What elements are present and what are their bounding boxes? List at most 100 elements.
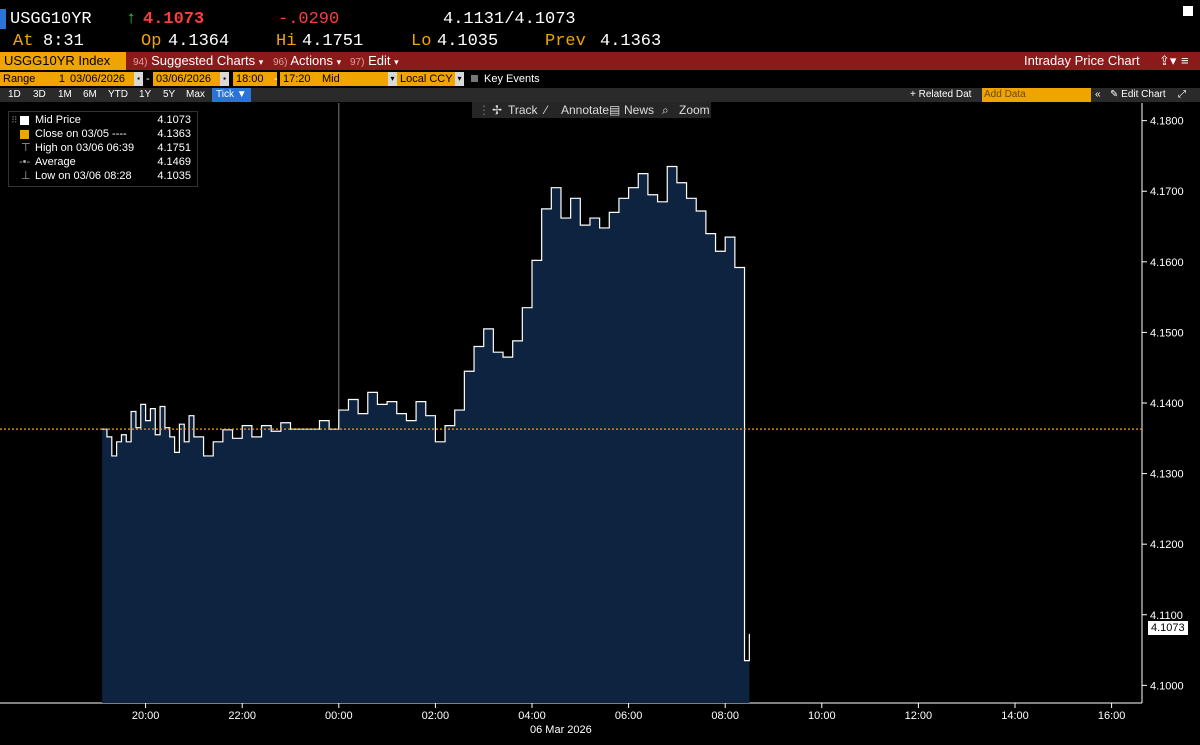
track-icon: ✢ [492, 103, 503, 117]
drag-handle-icon: ⠿ [11, 115, 18, 125]
period-6m[interactable]: 6M [83, 89, 97, 100]
actions-menu[interactable]: 96) Actions ▾ [273, 53, 342, 68]
period-1y[interactable]: 1Y [139, 89, 152, 100]
caret-down-icon: ▾ [258, 57, 264, 67]
track-button[interactable]: Track [508, 103, 538, 117]
legend-item-low[interactable]: ⊥ Low on 03/06 08:28 4.1035 [21, 170, 191, 182]
zoom-icon: ⌕ [662, 103, 669, 117]
low-label: Lo [411, 32, 432, 51]
y-tick-label: 4.1600 [1150, 257, 1184, 269]
chart-toolbar: ⋮⋮ ✢ Track ⁄ Annotate ▤ News ⌕ Zoom [472, 102, 711, 118]
legend-item-mid-price[interactable]: ⠿ Mid Price 4.1073 [11, 114, 191, 126]
end-time-field[interactable]: 17:20 [280, 72, 320, 86]
average-marker-icon: -•- [19, 156, 31, 168]
edit-chart-button[interactable]: ✎ Edit Chart [1110, 89, 1166, 100]
start-date-field[interactable]: 03/06/2026 [67, 72, 137, 86]
mid-price-area [102, 166, 750, 703]
news-icon: ▤ [609, 103, 621, 117]
date-separator: - [146, 73, 150, 85]
period-1m[interactable]: 1M [58, 89, 72, 100]
chevron-down-icon[interactable]: ▾ [388, 72, 397, 86]
x-tick-label: 08:00 [711, 710, 739, 722]
x-tick-label: 04:00 [518, 710, 546, 722]
caret-down-icon: ▾ [336, 57, 342, 67]
x-tick-label: 10:00 [808, 710, 836, 722]
y-tick-label: 4.1500 [1150, 327, 1184, 339]
pricing-select[interactable]: Mid [319, 72, 393, 86]
calendar-icon[interactable]: ▪ [134, 72, 143, 86]
collapse-icon[interactable]: « [1095, 89, 1101, 100]
news-button[interactable]: News [624, 103, 655, 117]
high-label: Hi [276, 32, 297, 51]
white-square-icon [20, 116, 29, 125]
related-data-button[interactable]: + Related Dat [910, 89, 972, 100]
period-bar: 1D 3D 1M 6M YTD 1Y 5Y Max Tick ▼ + Relat… [0, 88, 1200, 102]
period-3d[interactable]: 3D [33, 89, 46, 100]
share-icon[interactable]: ⇪▾ [1159, 53, 1177, 68]
chevron-down-icon[interactable]: ▾ [455, 72, 464, 86]
x-tick-label: 14:00 [1001, 710, 1029, 722]
up-arrow-icon: ↑ [126, 10, 137, 29]
high-value: 4.1751 [302, 32, 364, 51]
annotate-button[interactable]: Annotate [561, 103, 610, 117]
x-tick-label: 16:00 [1098, 710, 1126, 722]
ticker-label[interactable]: USGG10YR [10, 10, 92, 29]
menu-icon[interactable]: ≡ [1181, 53, 1189, 68]
function-bar: USGG10YR Index 94) Suggested Charts ▾ 96… [0, 52, 1200, 70]
suggested-charts-menu[interactable]: 94) Suggested Charts ▾ [133, 53, 264, 68]
function-title: Intraday Price Chart [1024, 53, 1140, 68]
zoom-button[interactable]: Zoom [679, 103, 710, 117]
caret-down-icon: ▾ [394, 57, 399, 67]
y-tick-label: 4.1100 [1150, 610, 1183, 622]
period-tick-selected[interactable]: Tick ▼ [212, 88, 251, 102]
period-max[interactable]: Max [186, 89, 205, 100]
x-tick-label: 02:00 [422, 710, 450, 722]
x-tick-label: 22:00 [228, 710, 256, 722]
net-change: -.0290 [278, 10, 340, 29]
prev-label: Prev [545, 32, 586, 51]
pencil-icon: ✎ [1110, 89, 1119, 100]
x-tick-label: 20:00 [132, 710, 160, 722]
prev-value: 4.1363 [600, 32, 662, 51]
last-price: 4.1073 [143, 10, 205, 29]
add-data-field[interactable]: Add Data [982, 88, 1091, 102]
calendar-icon[interactable]: ▪ [220, 72, 229, 86]
legend-item-average[interactable]: -•- Average 4.1469 [19, 156, 191, 168]
range-value[interactable]: 1 [36, 72, 68, 86]
bid-ask: 4.1131/4.1073 [443, 10, 576, 29]
range-bar: Range 1 03/06/2026 ▪ - 03/06/2026 ▪ 18:0… [0, 72, 1200, 87]
drag-handle-icon[interactable]: ⋮⋮ [478, 103, 502, 117]
x-axis-date-label: 06 Mar 2026 [530, 724, 592, 736]
window-corner-icon[interactable] [1183, 6, 1193, 16]
security-field[interactable]: USGG10YR Index [0, 52, 126, 70]
at-label: At [13, 32, 34, 51]
chart-settings-icon[interactable]: ⤢ [1178, 89, 1186, 100]
range-label: Range [0, 72, 39, 86]
mid-price-line [102, 165, 750, 662]
security-color-tab [0, 9, 6, 29]
time-separator: - [274, 73, 278, 85]
period-5y[interactable]: 5Y [163, 89, 176, 100]
orange-square-icon [20, 130, 29, 139]
x-tick-label: 00:00 [325, 710, 353, 722]
low-value: 4.1035 [437, 32, 499, 51]
key-events-checkbox[interactable] [471, 75, 478, 82]
period-ytd[interactable]: YTD [108, 89, 128, 100]
open-label: Op [141, 32, 162, 51]
y-tick-label: 4.1000 [1150, 680, 1184, 692]
edit-menu[interactable]: 97) Edit ▾ [350, 53, 399, 68]
start-time-field[interactable]: 18:00 [233, 72, 277, 86]
low-marker-icon: ⊥ [21, 170, 31, 182]
end-date-field[interactable]: 03/06/2026 [153, 72, 223, 86]
high-marker-icon: ⊤ [21, 142, 31, 154]
currency-select[interactable]: Local CCY [397, 72, 459, 86]
period-1d[interactable]: 1D [8, 89, 21, 100]
y-tick-label: 4.1700 [1150, 186, 1184, 198]
y-tick-label: 4.1400 [1150, 398, 1184, 410]
legend-item-high[interactable]: ⊤ High on 03/06 06:39 4.1751 [21, 142, 191, 154]
y-tick-label: 4.1300 [1150, 469, 1184, 481]
legend-item-close[interactable]: Close on 03/05 ---- 4.1363 [9, 127, 197, 141]
at-time: 8:31 [43, 32, 84, 51]
x-tick-label: 12:00 [905, 710, 933, 722]
